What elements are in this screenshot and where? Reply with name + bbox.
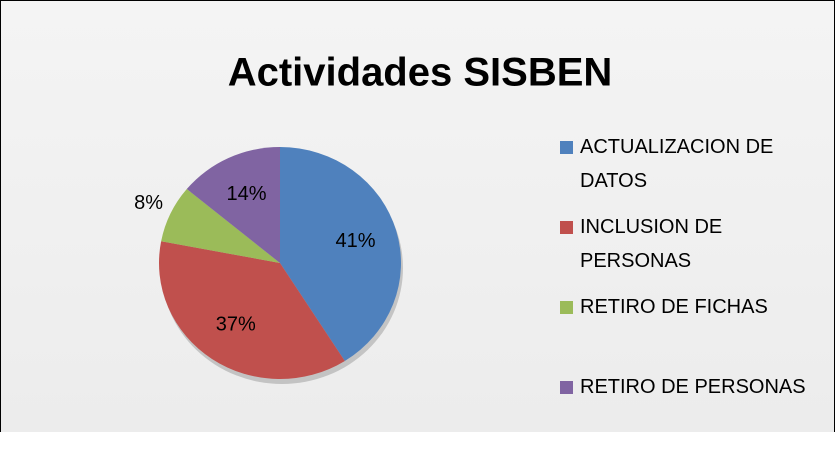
legend-label: RETIRO DE FICHAS <box>580 296 768 318</box>
data-label: 14% <box>226 183 266 205</box>
legend-item: ACTUALIZACION DE DATOS <box>560 130 830 210</box>
chart: Actividades SISBEN 41% 37% 8% 14% <box>134 51 613 384</box>
pie-slice <box>186 147 280 263</box>
legend: ACTUALIZACION DE DATOS INCLUSION DE PERSO… <box>560 130 830 450</box>
pie-slice <box>280 147 402 361</box>
legend-swatch <box>560 141 573 154</box>
legend-label: INCLUSION DE PERSONAS <box>580 216 723 272</box>
legend-swatch <box>560 301 573 314</box>
legend-item: INCLUSION DE PERSONAS <box>560 210 830 290</box>
legend-label: ACTUALIZACION DE DATOS <box>580 136 774 192</box>
legend-swatch <box>560 221 573 234</box>
legend-swatch <box>560 381 573 394</box>
pie-slice <box>161 189 280 263</box>
page: Actividades SISBEN 41% 37% 8% 14% ACTUALIZA… <box>0 0 835 432</box>
legend-label: RETIRO DE PERSONAS <box>580 376 806 398</box>
legend-item: RETIRO DE PERSONAS <box>560 370 830 450</box>
data-label: 37% <box>216 314 256 336</box>
chart-area <box>0 0 835 432</box>
pie-slice <box>159 241 345 379</box>
data-label: 8% <box>134 192 163 214</box>
chart-title: Actividades SISBEN <box>228 51 613 95</box>
data-label: 41% <box>336 230 376 252</box>
legend-item: RETIRO DE FICHAS <box>560 290 830 370</box>
